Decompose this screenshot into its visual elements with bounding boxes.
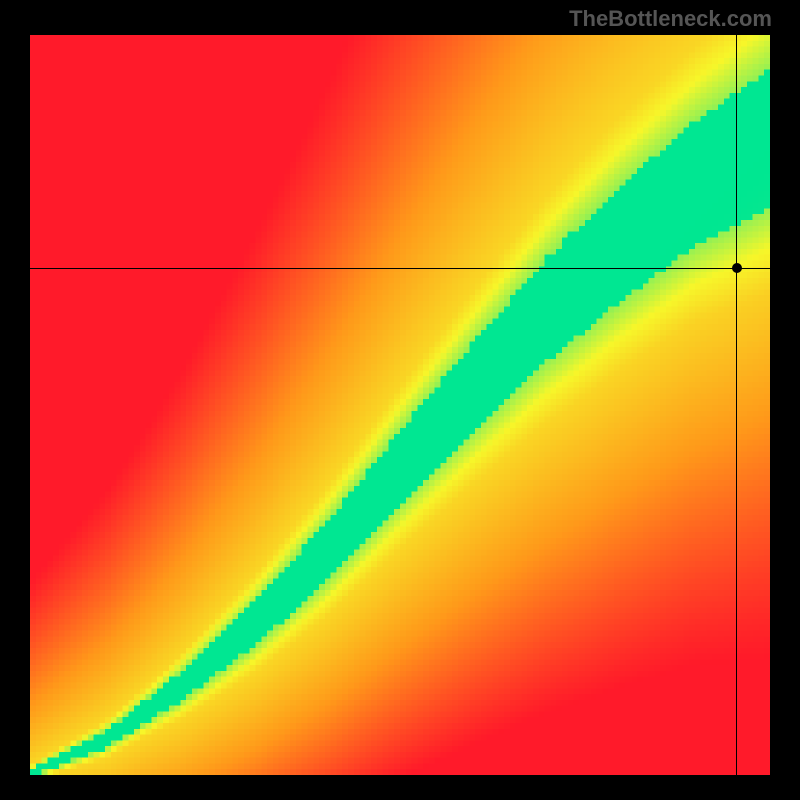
bottleneck-heatmap (30, 35, 770, 775)
crosshair-marker (732, 263, 742, 273)
crosshair-vertical (736, 35, 737, 775)
crosshair-horizontal (30, 268, 770, 269)
chart-container: TheBottleneck.com (0, 0, 800, 800)
watermark-text: TheBottleneck.com (569, 6, 772, 32)
